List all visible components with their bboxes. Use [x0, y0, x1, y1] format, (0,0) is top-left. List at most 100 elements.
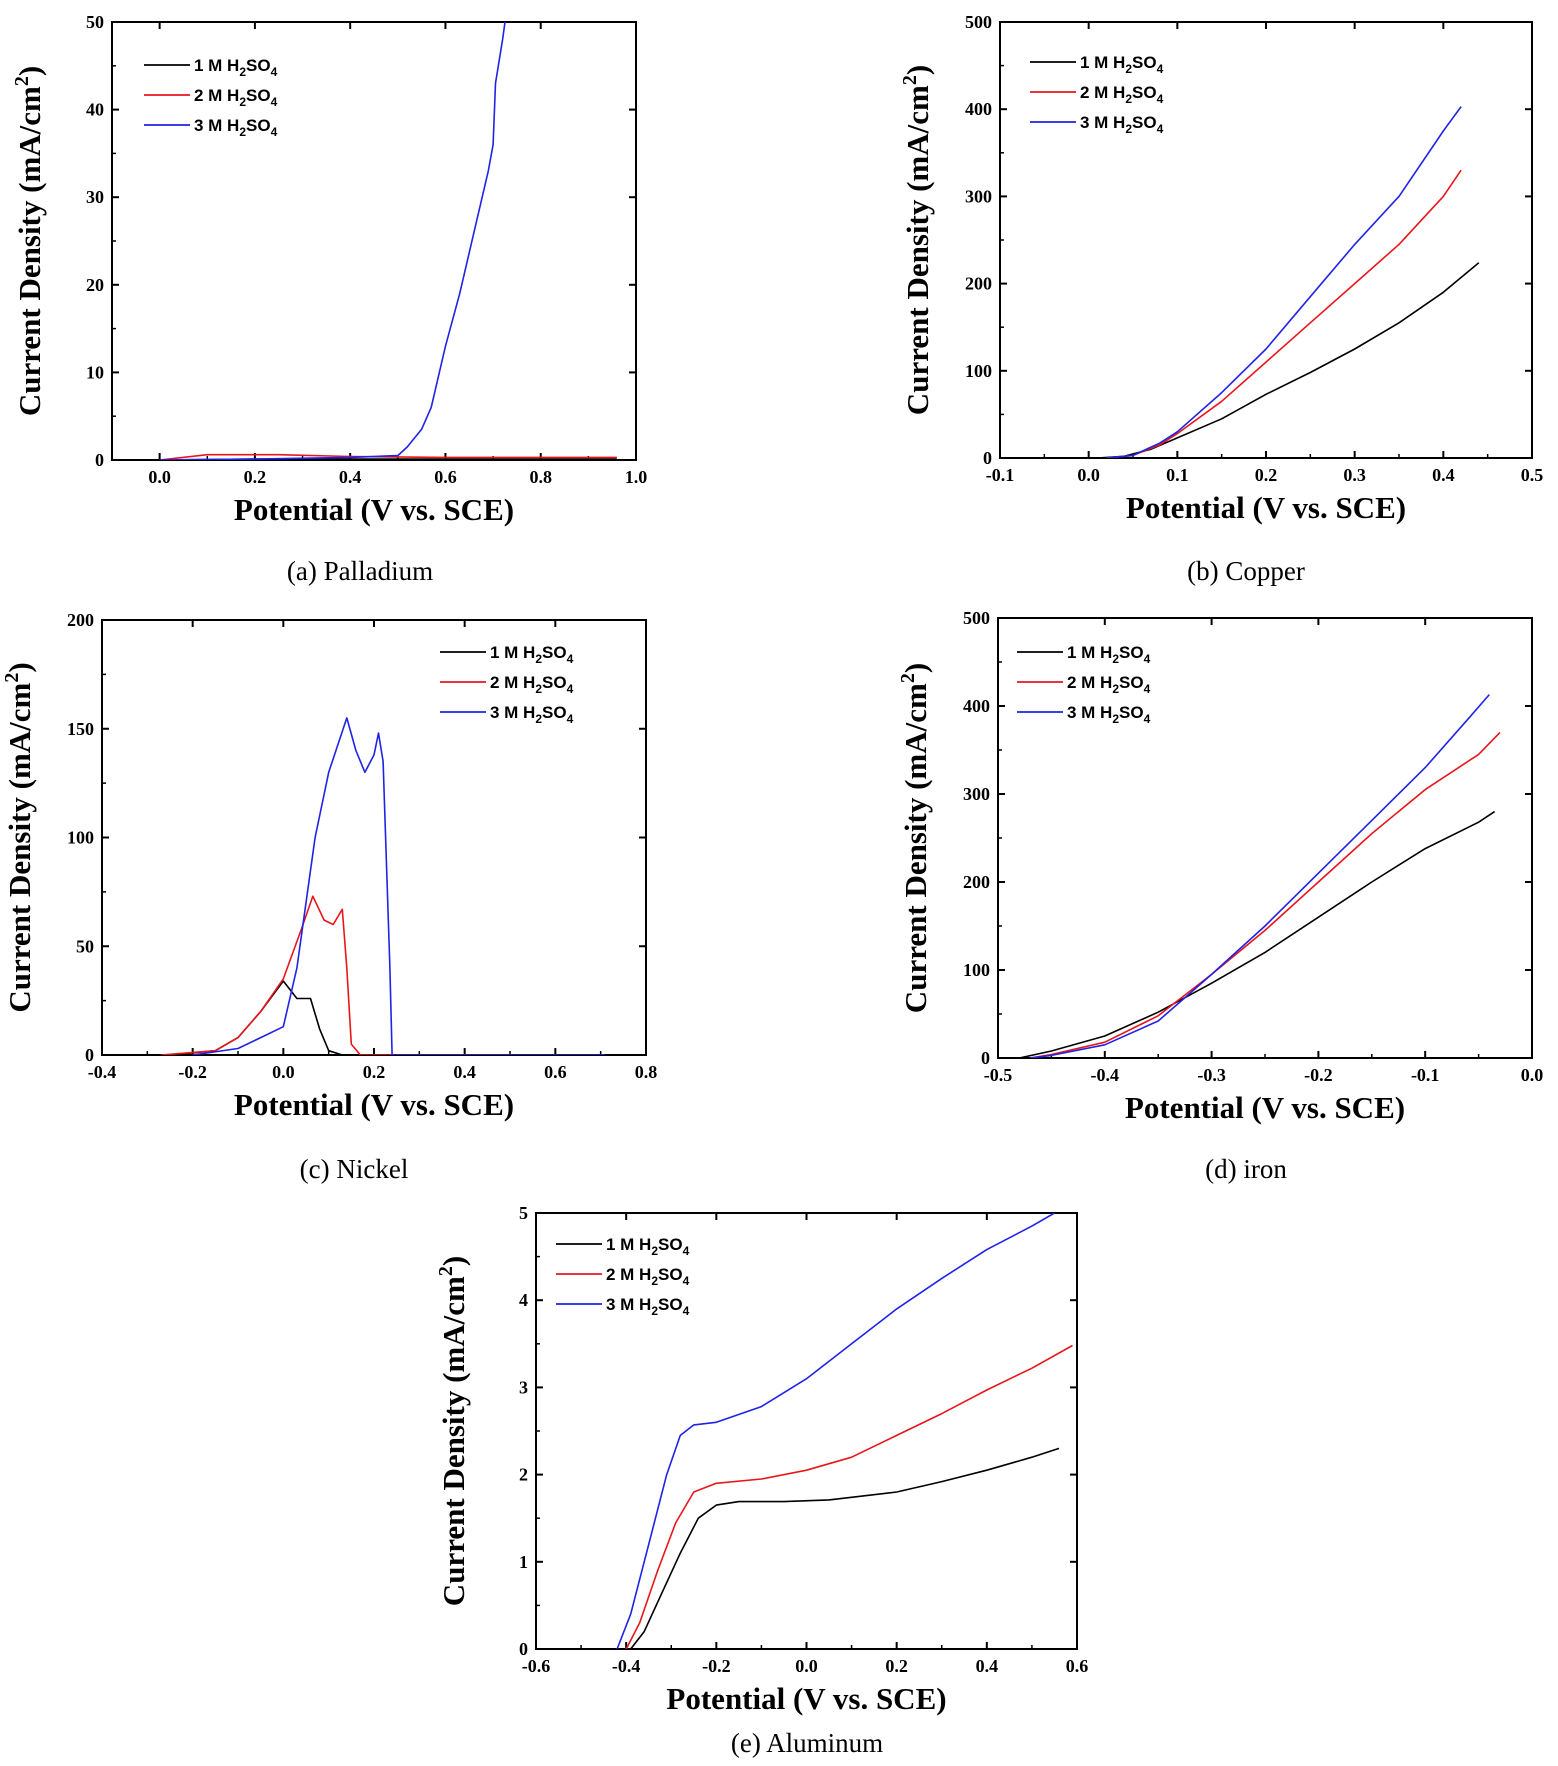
- x-tick-label: 0.8: [529, 467, 552, 487]
- x-tick-label: 0.0: [1521, 1065, 1544, 1085]
- y-tick-label: 200: [963, 872, 990, 892]
- series-line-3: [192, 717, 606, 1055]
- series-line-1: [1097, 262, 1480, 458]
- chart-nickel: -0.4 -0.2 0.0 0.2 0.4 0.6 0.8 0 50 100 150 200 Poten…: [1, 610, 657, 1184]
- x-tick-label: 0.1: [1166, 465, 1189, 485]
- x-tick-label: 0.0: [795, 1656, 818, 1676]
- legend-label-2: 2 M H2SO4: [606, 1265, 690, 1288]
- series-line-2: [159, 453, 617, 460]
- x-tick-label: 0.2: [244, 467, 267, 487]
- series-line-3: [1106, 106, 1462, 458]
- y-axis-title: Current Density (mA/cm2): [1, 662, 37, 1012]
- panel-caption: (d) iron: [1205, 1154, 1287, 1184]
- y-tick-label: 200: [965, 274, 992, 294]
- x-tick-label: 0.4: [339, 467, 362, 487]
- x-tick-label: 0.3: [1343, 465, 1366, 485]
- y-tick-label: 0: [983, 448, 992, 468]
- chart-palladium: 0.0 0.2 0.4 0.6 0.8 1.0 0 10 20 30 40 50 Potential (…: [11, 12, 647, 586]
- x-tick-label: -0.1: [1411, 1065, 1440, 1085]
- x-tick-label: -0.4: [88, 1062, 117, 1082]
- x-tick-label: 0.8: [635, 1062, 658, 1082]
- y-tick-label: 4: [519, 1290, 528, 1310]
- series-line-2: [1106, 169, 1462, 458]
- x-tick-label: -0.2: [1304, 1065, 1333, 1085]
- x-tick-label: -0.2: [702, 1656, 731, 1676]
- series-line-3: [616, 1213, 1055, 1649]
- y-tick-label: 100: [963, 960, 990, 980]
- y-tick-label: 0: [981, 1048, 990, 1068]
- y-tick-label: 500: [965, 12, 992, 32]
- x-axis-title: Potential (V vs. SCE): [234, 492, 514, 527]
- y-tick-label: 1: [519, 1552, 528, 1572]
- x-tick-label: -0.4: [1091, 1065, 1120, 1085]
- x-axis-title: Potential (V vs. SCE): [1126, 490, 1406, 525]
- legend-label-3: 3 M H2SO4: [490, 703, 574, 726]
- y-tick-label: 0: [85, 1045, 94, 1065]
- legend-label-1: 1 M H2SO4: [490, 643, 574, 666]
- y-tick-label: 100: [67, 828, 94, 848]
- x-tick-label: -0.5: [984, 1065, 1013, 1085]
- series-line-2: [1029, 731, 1501, 1058]
- legend-label-3: 3 M H2SO4: [194, 116, 278, 139]
- x-tick-label: -0.1: [986, 465, 1015, 485]
- y-axis-title: Current Density (mA/cm2): [435, 1256, 471, 1606]
- legend-label-3: 3 M H2SO4: [1080, 113, 1164, 136]
- x-tick-label: -0.6: [522, 1656, 551, 1676]
- y-tick-label: 50: [76, 936, 94, 956]
- x-tick-label: 0.2: [1255, 465, 1278, 485]
- chart-copper: -0.1 0.0 0.1 0.2 0.3 0.4 0.5 0 100 200 300 400 500 Po…: [899, 12, 1543, 586]
- panel-caption: (a) Palladium: [287, 556, 433, 586]
- y-tick-label: 5: [519, 1203, 528, 1223]
- legend-label-2: 2 M H2SO4: [1080, 83, 1164, 106]
- x-tick-label: 0.4: [453, 1062, 476, 1082]
- series-line-1: [169, 980, 420, 1055]
- x-tick-label: 0.4: [976, 1656, 999, 1676]
- series-line-1: [1019, 810, 1496, 1058]
- y-axis-title: Current Density (mA/cm2): [897, 663, 933, 1013]
- panel-caption: (b) Copper: [1187, 556, 1305, 586]
- legend-label-1: 1 M H2SO4: [194, 56, 278, 79]
- plot-frame: [111, 21, 637, 461]
- series-line-1: [630, 1447, 1060, 1649]
- y-tick-label: 0: [519, 1639, 528, 1659]
- series-line-3: [1029, 694, 1490, 1058]
- chart-iron: -0.5 -0.4 -0.3 -0.2 -0.1 0.0 0 100 200 300 400 500 P…: [897, 608, 1543, 1184]
- x-tick-label: 1.0: [625, 467, 648, 487]
- y-tick-label: 100: [965, 361, 992, 381]
- y-tick-label: 200: [67, 610, 94, 630]
- x-tick-label: 0.2: [885, 1656, 908, 1676]
- y-tick-label: 150: [67, 719, 94, 739]
- legend-label-3: 3 M H2SO4: [1067, 703, 1151, 726]
- y-tick-label: 400: [963, 696, 990, 716]
- y-tick-label: 300: [965, 186, 992, 206]
- y-tick-label: 2: [519, 1465, 528, 1485]
- series-line-3: [159, 22, 506, 460]
- y-tick-label: 0: [95, 450, 104, 470]
- y-tick-label: 3: [519, 1377, 528, 1397]
- y-tick-label: 500: [963, 608, 990, 628]
- x-tick-label: -0.3: [1197, 1065, 1226, 1085]
- x-tick-label: -0.4: [612, 1656, 641, 1676]
- y-tick-label: 400: [965, 99, 992, 119]
- x-tick-label: 0.6: [434, 467, 457, 487]
- x-axis-title: Potential (V vs. SCE): [666, 1681, 946, 1716]
- legend-label-2: 2 M H2SO4: [194, 86, 278, 109]
- y-tick-label: 40: [86, 100, 104, 120]
- legend-label-1: 1 M H2SO4: [1067, 643, 1151, 666]
- legend-label-1: 1 M H2SO4: [606, 1235, 690, 1258]
- y-tick-label: 10: [86, 362, 104, 382]
- chart-aluminum: -0.6 -0.4 -0.2 0.0 0.2 0.4 0.6 0 1 2 3 4 5 Potential …: [435, 1203, 1088, 1758]
- y-tick-label: 50: [86, 12, 104, 32]
- x-tick-label: 0.5: [1521, 465, 1544, 485]
- series-line-2: [160, 895, 510, 1055]
- legend-label-1: 1 M H2SO4: [1080, 53, 1164, 76]
- x-tick-label: 0.0: [272, 1062, 295, 1082]
- panel-caption: (c) Nickel: [300, 1154, 409, 1184]
- panel-caption: (e) Aluminum: [731, 1728, 883, 1758]
- y-tick-label: 300: [963, 784, 990, 804]
- x-tick-label: 0.4: [1432, 465, 1455, 485]
- legend-label-2: 2 M H2SO4: [490, 673, 574, 696]
- legend-label-3: 3 M H2SO4: [606, 1295, 690, 1318]
- legend-label-2: 2 M H2SO4: [1067, 673, 1151, 696]
